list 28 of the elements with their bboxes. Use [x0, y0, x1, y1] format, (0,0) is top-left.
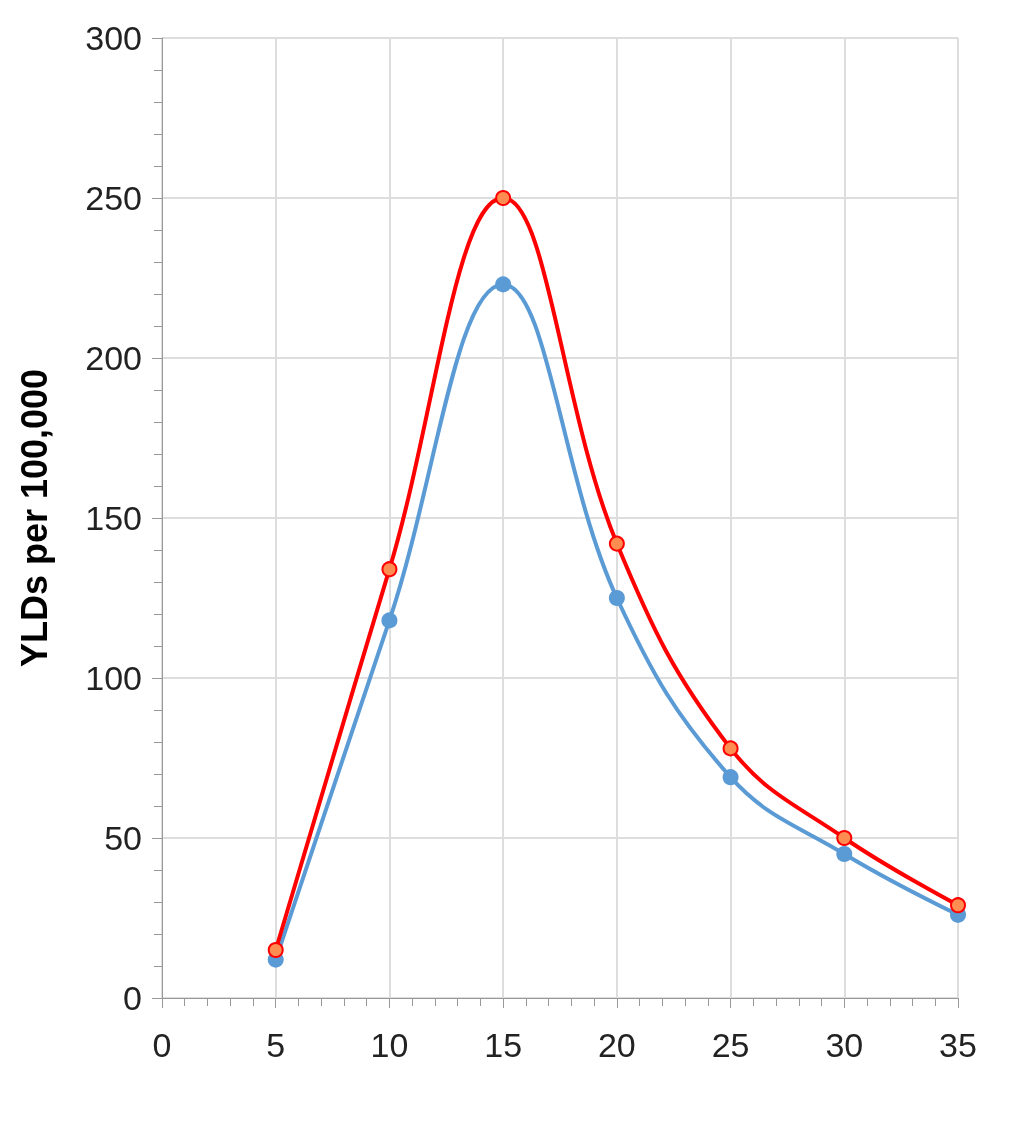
x-tick-label: 10	[370, 1026, 409, 1064]
point	[495, 190, 512, 206]
point	[836, 846, 853, 862]
point	[608, 590, 625, 606]
x-tick-label: 15	[484, 1026, 523, 1064]
x-tick-label: 20	[597, 1026, 636, 1064]
x-tick-label: 5	[266, 1026, 286, 1064]
point	[381, 561, 398, 578]
x-tick-label: 0	[152, 1026, 172, 1064]
x-tick-label: 30	[825, 1026, 864, 1064]
y-axis-title: YLDs per 100,000	[13, 368, 55, 668]
x-tick-label: 35	[939, 1026, 977, 1064]
y-tick-label: 200	[85, 339, 142, 377]
y-tick-label: 0	[123, 979, 142, 1017]
point	[836, 830, 853, 846]
point	[722, 740, 739, 757]
point	[608, 535, 625, 552]
point	[381, 612, 398, 629]
y-tick-label: 250	[85, 179, 142, 217]
x-tick-label: 25	[711, 1026, 750, 1064]
point	[495, 276, 512, 293]
point	[950, 897, 966, 914]
y-tick-label: 150	[85, 499, 142, 537]
point	[722, 769, 739, 786]
y-tick-label: 100	[85, 659, 142, 697]
point	[267, 942, 284, 958]
y-tick-label: 300	[85, 19, 142, 57]
y-tick-label: 50	[104, 819, 142, 857]
